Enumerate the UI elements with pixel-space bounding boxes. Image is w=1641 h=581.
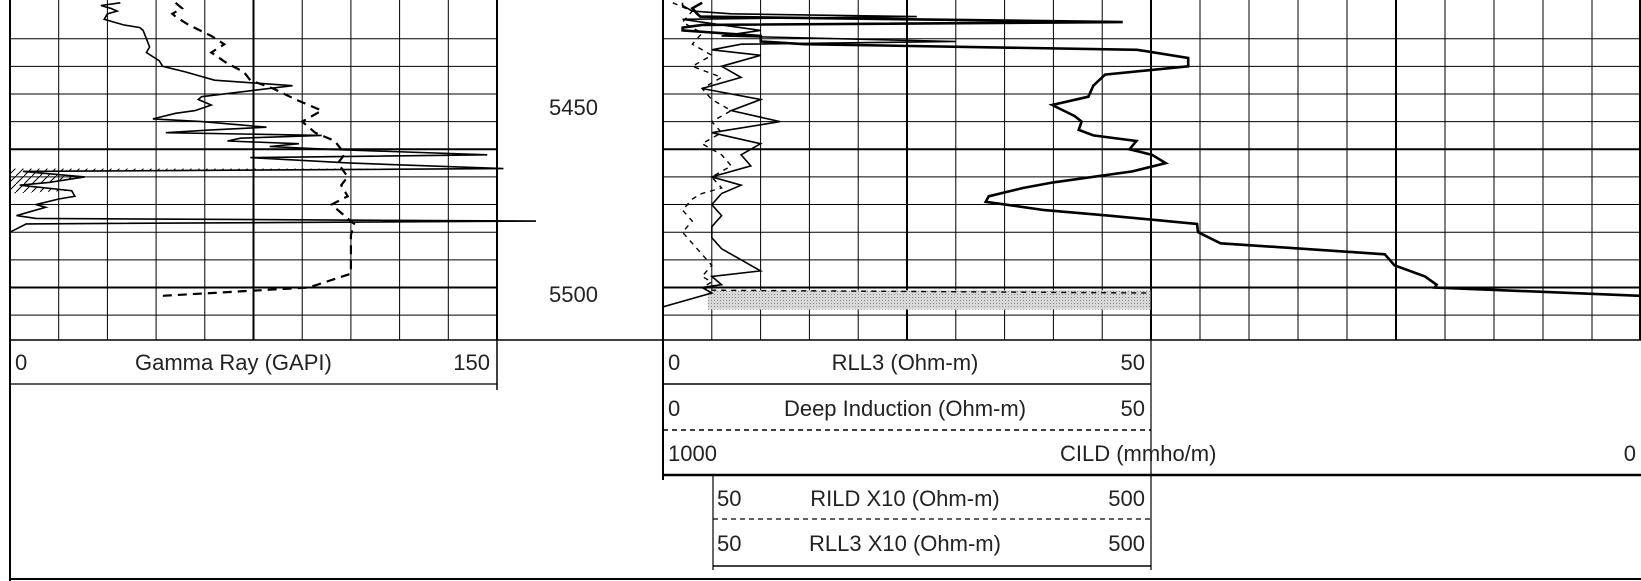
track1-header: 0 Gamma Ray (GAPI) 150 — [15, 350, 490, 375]
deep-induction-axis-label: Deep Induction (Ohm-m) — [784, 396, 1026, 421]
rll3-x10-max-label: 500 — [1108, 531, 1145, 556]
gamma-ray-min-label: 0 — [15, 350, 27, 375]
gamma-ray-max-label: 150 — [453, 350, 490, 375]
rll3-min-label: 0 — [668, 350, 680, 375]
track2-header: 0 RLL3 (Ohm-m) 50 0 Deep Induction (Ohm-… — [668, 350, 1636, 556]
gamma-ray-axis-label: Gamma Ray (GAPI) — [135, 350, 332, 375]
rll3-axis-label: RLL3 (Ohm-m) — [832, 350, 979, 375]
rild-x10-max-label: 500 — [1108, 486, 1145, 511]
gamma-ray-curve — [9, 2, 537, 340]
cild-axis-label: CILD (mmho/m) — [1060, 441, 1216, 466]
deep-induction-min-label: 0 — [668, 396, 680, 421]
depth-label-5500: 5500 — [549, 282, 598, 307]
cild-max-label: 0 — [1624, 441, 1636, 466]
rll3-x10-stippled-fill — [708, 290, 1151, 310]
cild-curve — [681, 1, 1641, 298]
rll3-x10-min-label: 50 — [717, 531, 741, 556]
deep-induction-max-label: 50 — [1121, 396, 1145, 421]
curves — [9, 1, 1641, 340]
rll3-curve — [662, 2, 956, 318]
deep-induction-curve — [672, 2, 1152, 294]
frame — [9, 0, 1641, 581]
gamma-ray-dashed-curve — [162, 1, 356, 297]
rll3-max-label: 50 — [1121, 350, 1145, 375]
cild-min-label: 1000 — [668, 441, 717, 466]
rild-x10-axis-label: RILD X10 (Ohm-m) — [810, 486, 999, 511]
rild-x10-min-label: 50 — [717, 486, 741, 511]
depth-labels: 5450 5500 — [549, 95, 598, 307]
depth-label-5450: 5450 — [549, 95, 598, 120]
rll3-x10-axis-label: RLL3 X10 (Ohm-m) — [809, 531, 1001, 556]
